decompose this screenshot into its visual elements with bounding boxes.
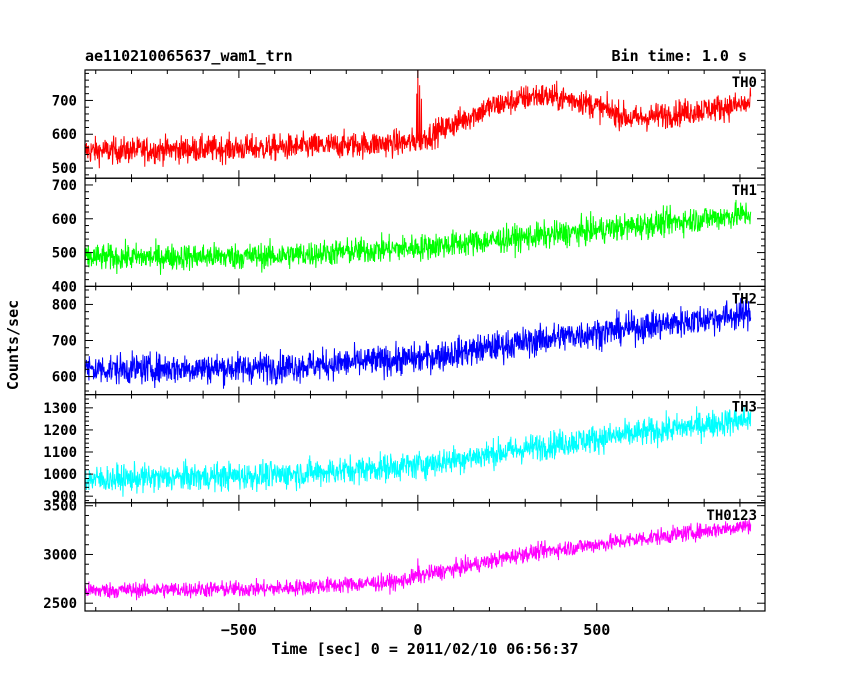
y-tick-label: 500: [52, 161, 77, 177]
x-axis-label: Time [sec] 0 = 2011/02/10 06:56:37: [271, 640, 578, 658]
x-tick-label: −500: [221, 621, 257, 639]
panel-name-label: TH1: [732, 183, 757, 199]
panel-frame: [84, 285, 766, 396]
panel-th1: 400 500 600 700 TH1: [52, 177, 766, 295]
panels: 500 600 700 TH0 400 500 600 700 TH1 600 700 800 TH2 9…: [43, 69, 766, 639]
y-tick-label: 700: [52, 178, 77, 194]
y-tick-label: 3000: [43, 547, 77, 563]
panel-frame: [84, 394, 766, 504]
y-tick-label: 2500: [43, 596, 77, 612]
y-tick-label: 1300: [43, 401, 77, 417]
y-tick-label: 600: [52, 127, 77, 143]
bin-time-label: Bin time: 1.0 s: [612, 47, 747, 65]
series-line-th2: [85, 297, 752, 389]
y-tick-label: 800: [52, 297, 77, 313]
y-tick-label: 400: [52, 279, 77, 295]
series-line-th3: [85, 406, 752, 497]
chart-title: ae110210065637_wam1_trn: [85, 47, 293, 65]
y-tick-label: 700: [52, 93, 77, 109]
panel-th3: 900 1000 1100 1200 1300 TH3: [43, 394, 766, 505]
y-tick-label: 600: [52, 212, 77, 228]
y-tick-label: 500: [52, 246, 77, 262]
panel-frame: [84, 177, 766, 287]
y-tick-label: 900: [52, 489, 77, 505]
panel-frame: [84, 502, 766, 612]
y-tick-label: 1000: [43, 467, 77, 483]
series-line-th0: [85, 70, 752, 169]
y-tick-label: 1100: [43, 445, 77, 461]
y-tick-label: 700: [52, 334, 77, 350]
panel-name-label: TH0: [732, 75, 757, 91]
x-tick-label: 500: [583, 621, 610, 639]
y-tick-label: 3500: [43, 499, 77, 515]
y-tick-label: 1200: [43, 423, 77, 439]
panel-th0: 500 600 700 TH0: [52, 69, 766, 179]
y-axis-label: Counts/sec: [4, 300, 22, 390]
panel-th2: 600 700 800 TH2: [52, 285, 766, 396]
x-tick-label: 0: [413, 621, 422, 639]
panel-name-label: TH3: [732, 400, 757, 416]
panel-th0123: 2500 3000 3500 TH0123: [43, 499, 766, 612]
series-line-th0123: [85, 519, 752, 601]
y-tick-label: 600: [52, 370, 77, 386]
panel-name-label: TH0123: [706, 508, 757, 524]
series-line-th1: [85, 199, 752, 275]
panel-name-label: TH2: [732, 291, 757, 307]
